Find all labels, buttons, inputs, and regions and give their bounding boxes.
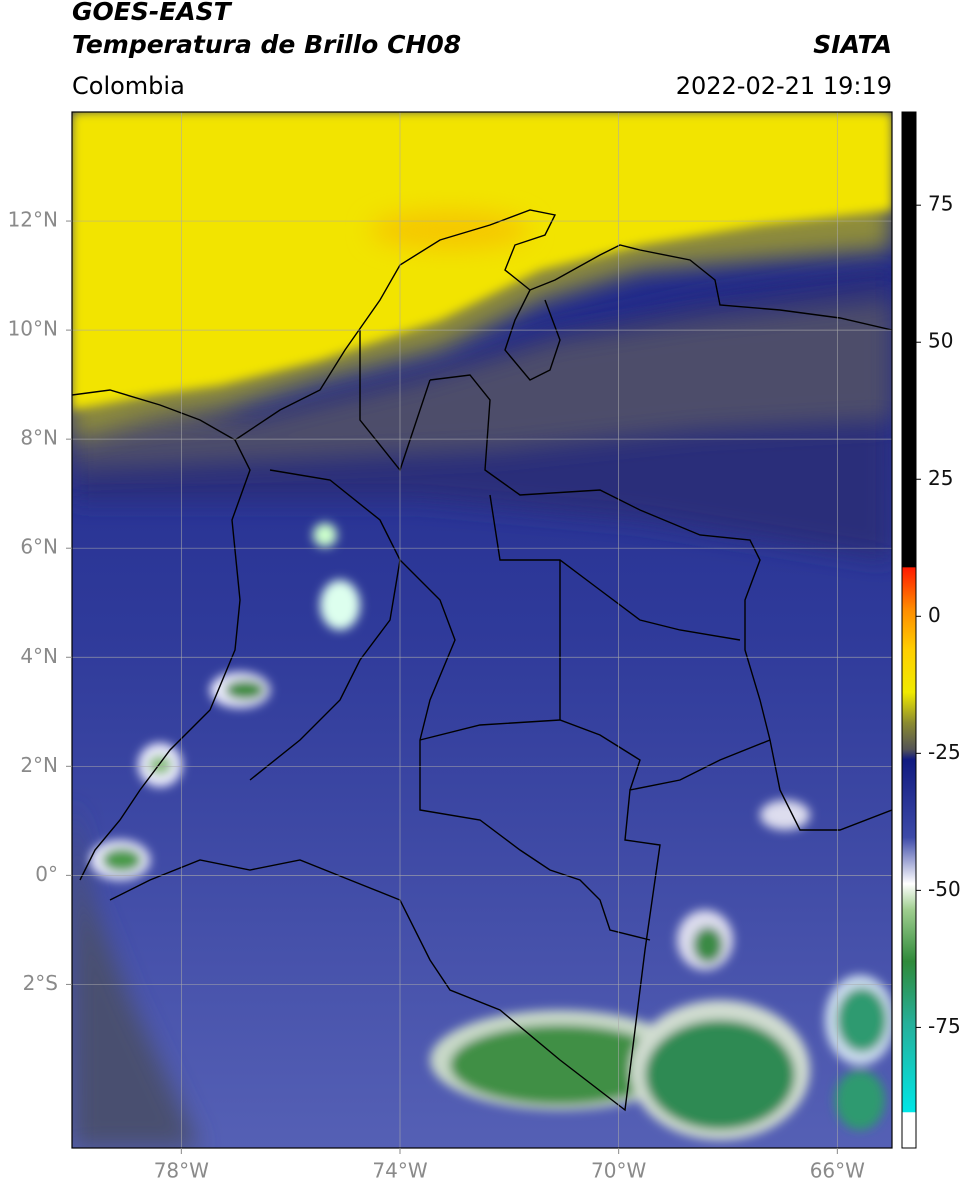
x-tick-label: 66°W: [810, 1159, 865, 1183]
region: Colombia: [72, 72, 185, 100]
colorbar: [901, 111, 917, 1149]
colorbar-tick-label: -25: [928, 740, 961, 764]
colorbar-tick-label: -50: [928, 877, 961, 901]
y-tick-label: 12°N: [8, 208, 58, 232]
colorbar-tick-label: 0: [928, 603, 941, 627]
y-tick-label: 10°N: [8, 317, 58, 341]
satellite-image: [72, 112, 892, 1148]
colorbar-tick-label: -75: [928, 1014, 961, 1038]
subtitle: Temperatura de Brillo CH08: [72, 30, 461, 59]
y-tick-label: 8°N: [20, 426, 58, 450]
y-tick-label: 0°: [35, 862, 58, 886]
x-tick-label: 70°W: [591, 1159, 646, 1183]
colorbar-tick-label: 25: [928, 466, 953, 490]
y-tick-label: 2°S: [23, 971, 58, 995]
colorbar-tick-label: 50: [928, 329, 953, 353]
colorbar-tick-label: 75: [928, 192, 953, 216]
y-tick-label: 6°N: [20, 535, 58, 559]
y-tick-label: 4°N: [20, 644, 58, 668]
datetime: 2022-02-21 19:19: [676, 72, 892, 100]
source: SIATA: [813, 30, 892, 59]
x-tick-label: 74°W: [372, 1159, 427, 1183]
x-tick-label: 78°W: [154, 1159, 209, 1183]
map-frame: [71, 111, 893, 1149]
title: GOES-EAST: [72, 0, 233, 26]
y-tick-label: 2°N: [20, 753, 58, 777]
